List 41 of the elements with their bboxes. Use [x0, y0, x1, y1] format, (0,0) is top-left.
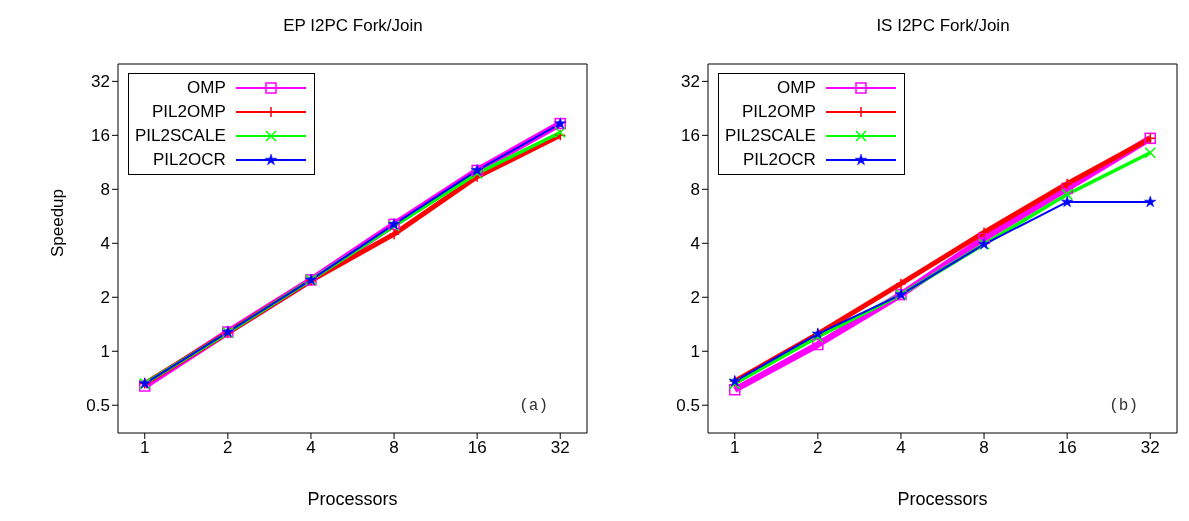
y-tick-label: 4 [690, 234, 700, 254]
legend-label: PIL2SCALE [725, 126, 816, 146]
x-tick-label: 4 [896, 438, 906, 458]
y-tick-label: 8 [100, 180, 110, 200]
y-tick-label: 16 [91, 126, 110, 146]
annotation: (a) [519, 397, 548, 415]
x-axis-title: Processors [307, 489, 398, 509]
x-tick-label: 16 [467, 438, 487, 458]
x-tick-label: 1 [140, 438, 150, 458]
x-tick-label: 8 [389, 438, 399, 458]
legend-label: OMP [777, 78, 816, 98]
x-tick-label: 8 [979, 438, 989, 458]
y-tick-label: 32 [91, 72, 110, 92]
chart-title: EP I2PC Fork/Join [282, 16, 424, 36]
x-tick-label: 32 [1140, 438, 1160, 458]
y-tick-label: 2 [690, 288, 700, 308]
y-tick-label: 0.5 [676, 396, 700, 416]
legend-label: PIL2OMP [742, 102, 816, 122]
y-tick-label: 1 [100, 342, 110, 362]
legend-label: PIL2OCR [152, 150, 226, 170]
legend-label: PIL2SCALE [135, 126, 226, 146]
x-tick-label: 2 [813, 438, 823, 458]
x-tick-label: 4 [306, 438, 316, 458]
legend-label: PIL2OCR [742, 150, 816, 170]
y-axis-title: Speedup [48, 187, 68, 260]
y-tick-label: 16 [681, 126, 700, 146]
y-tick-label: 0.5 [86, 396, 110, 416]
x-tick-label: 1 [730, 438, 740, 458]
y-tick-label: 8 [690, 180, 700, 200]
y-tick-label: 4 [100, 234, 110, 254]
y-tick-label: 2 [100, 288, 110, 308]
x-axis-title: Processors [897, 489, 988, 509]
legend-label: PIL2OMP [152, 102, 226, 122]
y-tick-label: 1 [690, 342, 700, 362]
annotation: (b) [1109, 397, 1138, 415]
x-tick-label: 32 [550, 438, 570, 458]
y-tick-label: 32 [681, 72, 700, 92]
chart-title: IS I2PC Fork/Join [875, 16, 1011, 36]
x-tick-label: 16 [1057, 438, 1077, 458]
x-tick-label: 2 [223, 438, 233, 458]
legend-label: OMP [187, 78, 226, 98]
